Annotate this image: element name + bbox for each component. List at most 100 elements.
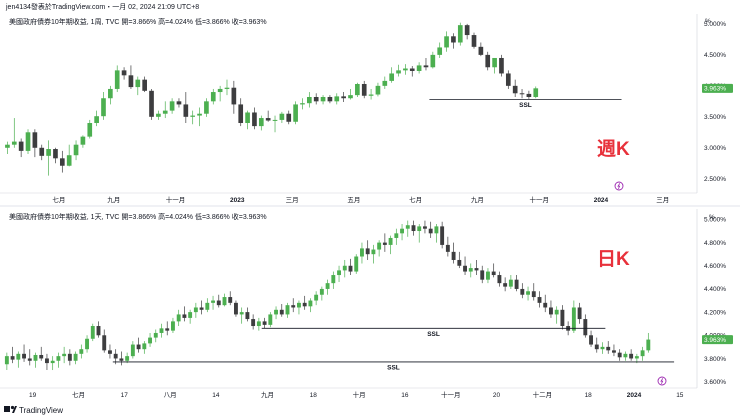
candle <box>334 93 340 105</box>
candle <box>80 135 86 148</box>
candle <box>355 82 360 97</box>
page-header: jen4134發表於TradingView.com・一月 02, 2024 21… <box>5 2 199 11</box>
chart-weekly-event-icon[interactable] <box>614 181 624 191</box>
last-price-tag <box>702 335 733 345</box>
candle <box>411 220 416 236</box>
candle <box>327 95 333 104</box>
candle <box>594 337 599 353</box>
chart-daily-title: 美國政府債券10年期收益, 1天, TVC 開=3.866% 高=4.024% … <box>9 212 267 221</box>
candle <box>403 64 408 75</box>
candle <box>437 42 443 58</box>
candle <box>159 323 164 338</box>
x-tick-label: 16 <box>401 392 409 399</box>
x-tick-label: 七月 <box>52 195 65 204</box>
y-tick-label: 5.000% <box>704 21 726 28</box>
candle <box>583 314 588 338</box>
candle <box>291 298 296 313</box>
candle <box>503 277 508 292</box>
chart-daily-candles <box>4 220 651 371</box>
candle <box>22 344 26 362</box>
candle <box>497 271 502 287</box>
candle <box>251 314 256 330</box>
ssl-label: SSL <box>387 364 400 371</box>
chart-weekly-panel[interactable]: 美國政府債券10年期收益, 1周, TVC 開=3.866% 高=4.024% … <box>0 14 733 204</box>
candle <box>265 110 271 122</box>
candle <box>239 307 244 324</box>
chart-weekly-last-price: 3.963% <box>702 83 733 93</box>
ssl-label: SSL <box>427 331 440 338</box>
candle <box>39 346 44 361</box>
candle <box>549 300 553 318</box>
x-tick-label: 十一月 <box>166 195 186 204</box>
candle <box>365 240 370 260</box>
candle <box>62 346 67 364</box>
candle <box>300 98 305 110</box>
candle <box>377 240 382 257</box>
x-tick-label: 2023 <box>230 197 245 204</box>
y-tick-label: 3.000% <box>704 145 726 152</box>
candle <box>382 76 388 89</box>
candle <box>606 341 611 354</box>
chart-daily-event-icon[interactable] <box>657 376 667 386</box>
candle <box>114 65 120 93</box>
candle <box>136 337 141 353</box>
candle <box>396 64 401 77</box>
candle <box>457 251 462 269</box>
chart-daily-x-ticks: 19 七月 17 八月 14 九月 18 十月 16 十一月 20 十二月 18 2024 15 <box>29 390 684 399</box>
tradingview-logo[interactable]: TradingView <box>4 405 63 415</box>
candle <box>56 352 61 368</box>
x-tick-label: 九月 <box>107 195 120 204</box>
candle <box>371 244 376 264</box>
candle <box>486 268 490 284</box>
candle <box>457 22 463 46</box>
x-tick-label: 三月 <box>656 196 669 204</box>
candle <box>444 31 449 52</box>
candle <box>646 332 651 353</box>
chart-daily-panel[interactable]: 美國政府債券10年期收益, 1天, TVC 開=3.866% 高=4.024% … <box>0 209 733 399</box>
candle <box>623 351 628 361</box>
tradingview-logo-text: TradingView <box>19 406 63 415</box>
candle <box>87 119 93 139</box>
candle <box>165 321 170 336</box>
ssl-label: SSL <box>519 102 532 109</box>
candle <box>176 309 181 327</box>
candle <box>224 79 230 96</box>
candle <box>94 110 99 127</box>
y-tick-label: 2.500% <box>704 176 726 183</box>
candle <box>102 329 107 353</box>
candle <box>222 293 227 307</box>
candle <box>320 95 326 105</box>
candle <box>73 140 79 161</box>
x-tick-label: 九月 <box>471 195 484 204</box>
candle <box>199 300 204 315</box>
candle <box>451 242 456 264</box>
candle <box>400 224 404 241</box>
candle <box>360 242 364 264</box>
candle <box>252 107 257 130</box>
candle <box>375 82 381 97</box>
candle <box>272 115 278 133</box>
candle <box>463 256 467 276</box>
candle <box>245 110 250 130</box>
candle <box>348 258 353 276</box>
candle <box>464 23 470 40</box>
candle <box>125 352 130 364</box>
candle <box>53 147 58 164</box>
chart-weekly-unit: % <box>705 18 711 25</box>
candle <box>293 101 298 125</box>
candle <box>25 129 31 154</box>
chart-daily-big-label: 日K <box>597 249 630 270</box>
candle <box>5 141 10 154</box>
candle <box>171 317 175 333</box>
chart-daily-ssl: SSL SSL <box>112 327 675 371</box>
y-tick-label: 4.600% <box>704 263 726 270</box>
candle <box>543 294 548 313</box>
candle <box>135 76 141 96</box>
candle <box>600 342 605 354</box>
candle <box>474 259 479 276</box>
candle <box>101 92 106 120</box>
candle <box>216 294 221 308</box>
candle <box>417 224 422 243</box>
candle <box>308 298 313 313</box>
candle <box>533 86 539 99</box>
